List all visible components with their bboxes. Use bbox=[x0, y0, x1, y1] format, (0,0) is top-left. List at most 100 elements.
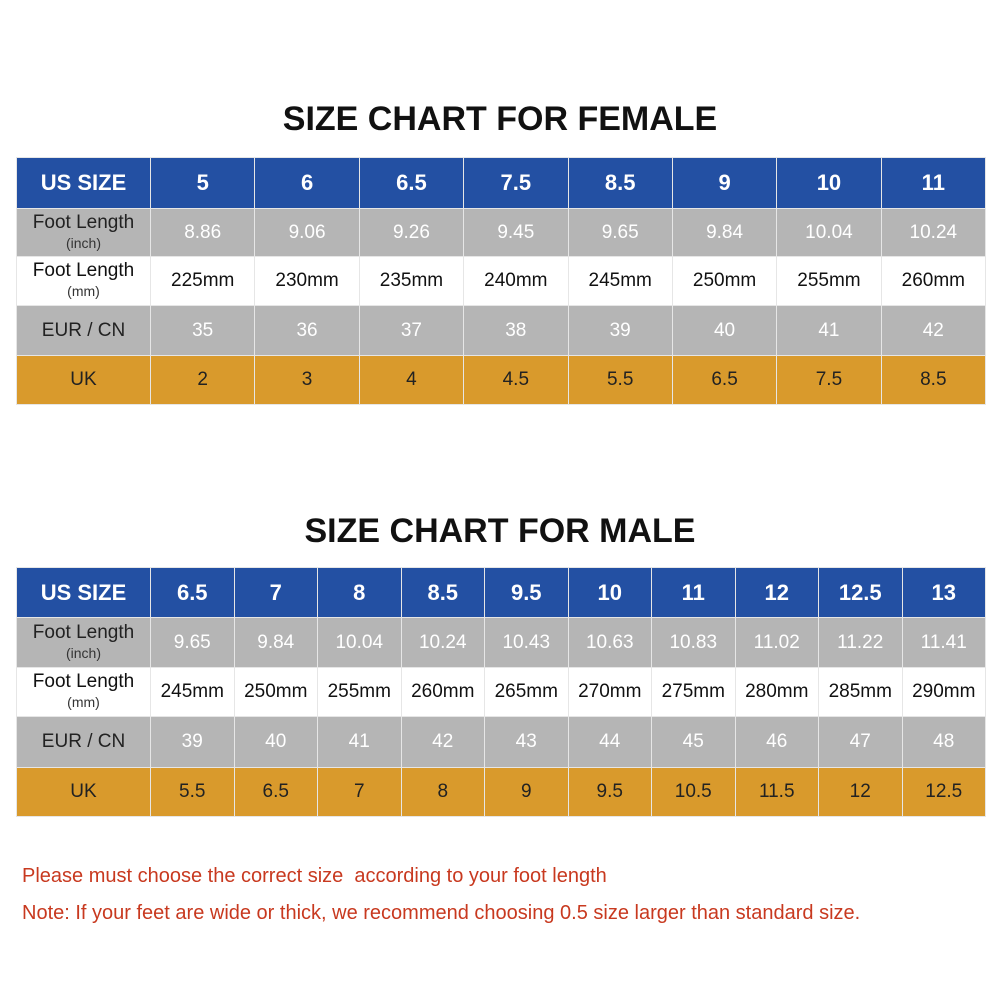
size-cell: 12.5 bbox=[901, 767, 986, 817]
size-cell: 48 bbox=[901, 716, 986, 768]
size-cell: 41 bbox=[317, 716, 402, 768]
size-cell: 40 bbox=[233, 716, 318, 768]
row-label: UK bbox=[16, 767, 151, 817]
size-cell: 40 bbox=[671, 305, 778, 356]
us-size: 12.5 bbox=[818, 567, 903, 618]
size-cell: 250mm bbox=[671, 256, 778, 306]
size-cell: 10.83 bbox=[651, 617, 736, 668]
us-size: 6.5 bbox=[358, 157, 465, 209]
size-cell: 39 bbox=[150, 716, 235, 768]
size-cell: 11.41 bbox=[901, 617, 986, 668]
size-cell: 38 bbox=[463, 305, 569, 356]
size-cell: 6.5 bbox=[671, 355, 778, 405]
us-size: 8.5 bbox=[400, 567, 485, 618]
size-cell: 10.24 bbox=[880, 208, 987, 257]
size-cell: 245mm bbox=[150, 667, 235, 717]
size-cell: 275mm bbox=[651, 667, 736, 717]
us-size: 8.5 bbox=[567, 157, 673, 209]
size-cell: 225mm bbox=[149, 256, 256, 306]
size-cell: 5.5 bbox=[150, 767, 235, 817]
size-cell: 285mm bbox=[818, 667, 903, 717]
size-cell: 5.5 bbox=[567, 355, 673, 405]
size-cell: 46 bbox=[734, 716, 819, 768]
size-cell: 11.02 bbox=[734, 617, 819, 668]
size-row: EUR / CN 39 40 41 42 43 44 45 46 47 48 bbox=[16, 716, 986, 768]
row-sublabel: (mm) bbox=[67, 283, 100, 299]
size-cell: 8.5 bbox=[880, 355, 987, 405]
size-cell: 9.65 bbox=[150, 617, 235, 668]
size-cell: 10.63 bbox=[567, 617, 652, 668]
row-sublabel: (inch) bbox=[65, 234, 101, 251]
size-cell: 245mm bbox=[567, 256, 673, 306]
size-row: Foot Length (inch) 8.86 9.06 9.26 9.45 9.65 9.8… bbox=[16, 208, 987, 257]
row-label-text: Foot Length bbox=[32, 260, 135, 281]
size-cell: 41 bbox=[776, 305, 882, 356]
us-size: 13 bbox=[901, 567, 986, 618]
size-cell: 44 bbox=[567, 716, 652, 768]
size-cell: 7 bbox=[317, 767, 402, 817]
size-cell: 9.84 bbox=[233, 617, 318, 668]
size-table: US SIZE 6.5 7 8 8.5 9.5 10 11 12 12.5 13 Foot Lengt… bbox=[16, 567, 986, 817]
size-row: UK 5.5 6.5 7 8 9 9.5 10.5 11.5 12 12.5 bbox=[16, 767, 986, 817]
chart-title: SIZE CHART FOR MALE bbox=[304, 512, 696, 550]
header-label: US SIZE bbox=[16, 567, 151, 618]
size-cell: 36 bbox=[254, 305, 360, 356]
us-size: 12 bbox=[734, 567, 819, 618]
us-size: 10 bbox=[567, 567, 652, 618]
size-cell: 9.45 bbox=[463, 208, 569, 257]
row-label-text: UK bbox=[70, 781, 97, 802]
size-cell: 43 bbox=[484, 716, 569, 768]
size-cell: 255mm bbox=[317, 667, 402, 717]
size-cell: 8.86 bbox=[149, 208, 256, 257]
size-cell: 260mm bbox=[400, 667, 485, 717]
row-sublabel: (mm) bbox=[67, 694, 100, 710]
size-cell: 6.5 bbox=[233, 767, 318, 817]
row-label-text: Foot Length bbox=[32, 621, 135, 643]
size-cell: 8 bbox=[400, 767, 485, 817]
row-sublabel: (inch) bbox=[65, 644, 101, 661]
header-row: US SIZE 5 6 6.5 7.5 8.5 9 10 11 bbox=[16, 157, 987, 209]
row-label: Foot Length (mm) bbox=[16, 256, 151, 306]
size-cell: 39 bbox=[567, 305, 673, 356]
size-cell: 42 bbox=[880, 305, 987, 356]
us-size: 7 bbox=[233, 567, 318, 618]
size-cell: 230mm bbox=[254, 256, 360, 306]
us-size: 7.5 bbox=[463, 157, 569, 209]
chart-title: SIZE CHART FOR FEMALE bbox=[282, 100, 718, 138]
size-cell: 3 bbox=[254, 355, 360, 405]
us-size: 6 bbox=[254, 157, 360, 209]
size-cell: 280mm bbox=[734, 667, 819, 717]
size-cell: 240mm bbox=[463, 256, 569, 306]
us-size: 11 bbox=[880, 157, 987, 209]
size-cell: 45 bbox=[651, 716, 736, 768]
row-label-text: EUR / CN bbox=[41, 731, 126, 752]
row-label-text: Foot Length bbox=[32, 211, 135, 233]
size-row: EUR / CN 35 36 37 38 39 40 41 42 bbox=[16, 305, 987, 356]
size-row: Foot Length (mm) 245mm 250mm 255mm 260mm 265mm… bbox=[16, 667, 986, 717]
size-cell: 9.06 bbox=[254, 208, 360, 257]
size-cell: 255mm bbox=[776, 256, 882, 306]
size-cell: 270mm bbox=[567, 667, 652, 717]
note: Please must choose the correct size acco… bbox=[22, 865, 607, 887]
us-size: 11 bbox=[651, 567, 736, 618]
note: Note: If your feet are wide or thick, we… bbox=[22, 902, 861, 924]
row-label: Foot Length (inch) bbox=[16, 617, 151, 668]
row-label: UK bbox=[16, 355, 151, 405]
us-size: 10 bbox=[776, 157, 882, 209]
row-label: Foot Length (mm) bbox=[16, 667, 151, 717]
size-cell: 42 bbox=[400, 716, 485, 768]
size-table: US SIZE 5 6 6.5 7.5 8.5 9 10 11 Foot Length (inch)… bbox=[16, 157, 987, 405]
size-cell: 37 bbox=[358, 305, 465, 356]
size-cell: 4 bbox=[358, 355, 465, 405]
row-label: Foot Length (inch) bbox=[16, 208, 151, 257]
size-cell: 235mm bbox=[358, 256, 465, 306]
size-cell: 12 bbox=[818, 767, 903, 817]
size-cell: 250mm bbox=[233, 667, 318, 717]
us-size: 9 bbox=[671, 157, 778, 209]
size-row: Foot Length (inch) 9.65 9.84 10.04 10.24 10.43… bbox=[16, 617, 986, 668]
us-size: 9.5 bbox=[484, 567, 569, 618]
us-size: 8 bbox=[317, 567, 402, 618]
size-cell: 10.43 bbox=[484, 617, 569, 668]
size-cell: 7.5 bbox=[776, 355, 882, 405]
